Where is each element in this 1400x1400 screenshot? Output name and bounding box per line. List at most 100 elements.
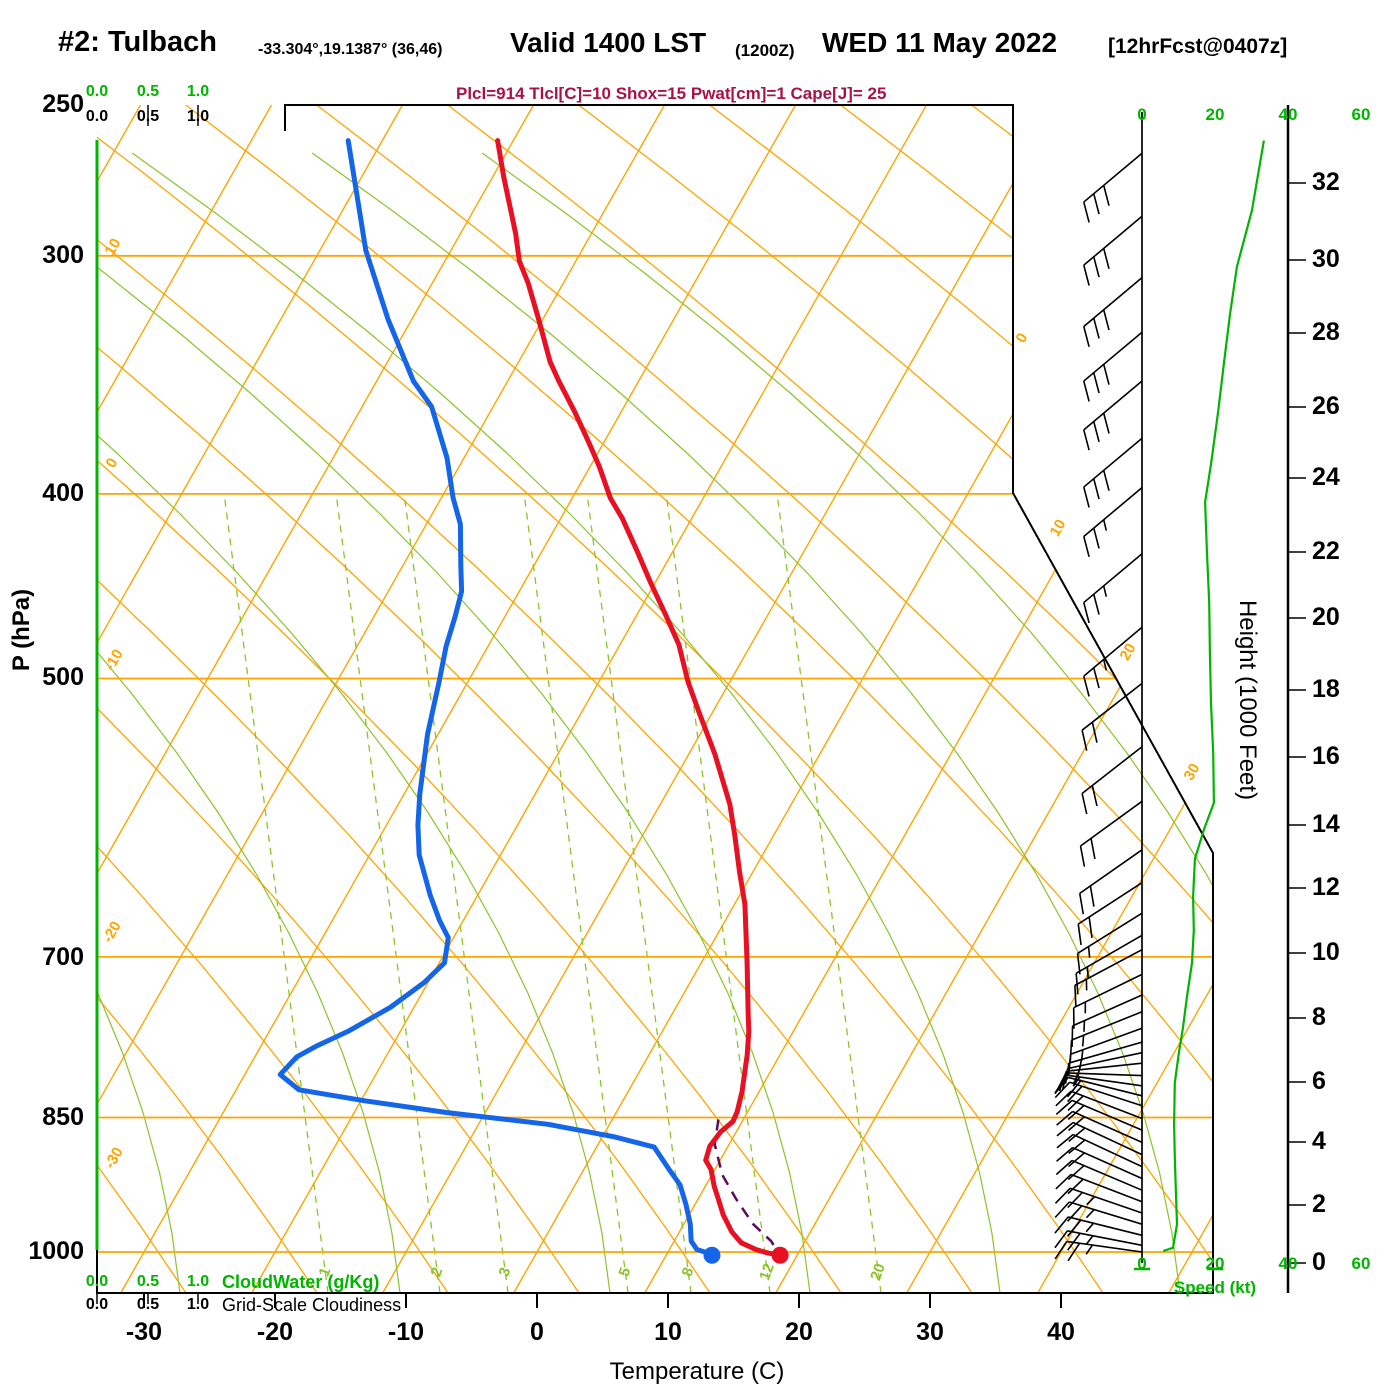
cloudwater-scale-label: 0.5 — [136, 1273, 160, 1290]
dry-adiabat-line — [97, 105, 973, 1293]
cloudiness-scale-label: 0.0 — [85, 1296, 109, 1313]
cloudiness-scale-label: 1.0 — [186, 108, 210, 125]
wind-barb — [1072, 973, 1143, 1029]
cloudwater-scale-label: 1.0 — [186, 83, 210, 100]
wind-barb — [1054, 1240, 1143, 1262]
height-tick-label: 6 — [1312, 1067, 1326, 1095]
cloudwater-scale-label: 0.5 — [136, 83, 160, 100]
isotherm-line — [0, 105, 9, 1293]
mixing-ratio-line — [523, 493, 629, 1293]
wind-speed-curve — [1162, 140, 1265, 1253]
height-tick-label: 28 — [1312, 318, 1340, 346]
valid-time-title: Valid 1400 LST — [510, 27, 707, 58]
height-tick-label: 18 — [1312, 675, 1340, 703]
cloudwater-axis-title: CloudWater (g/Kg) — [222, 1272, 380, 1292]
height-tick-label: 14 — [1312, 810, 1340, 838]
isotherm-line — [775, 105, 1213, 1293]
isotherm-line — [644, 105, 1213, 1293]
wind-barb — [1074, 948, 1143, 1007]
height-tick-label: 22 — [1312, 537, 1340, 565]
speed-tick-label: 0 — [1137, 105, 1147, 124]
mixing-ratio-line — [665, 493, 771, 1293]
dry-adiabat-line — [185, 105, 1213, 1293]
height-tick-label: 0 — [1312, 1248, 1326, 1276]
wind-barb — [1056, 1146, 1143, 1180]
wind-barb — [1054, 1187, 1143, 1214]
cloudiness-scale-label: 1.0 — [186, 1296, 210, 1313]
background-field-lines — [0, 105, 1213, 1293]
wind-barb — [1054, 1076, 1143, 1098]
mixing-ratio-line — [776, 493, 882, 1293]
plot-border — [96, 104, 1214, 1294]
moist-adiabat-line — [97, 152, 401, 1293]
pressure-tick-label: 400 — [42, 479, 84, 507]
dry-adiabat-line — [97, 105, 842, 1293]
mixing-ratio-line — [223, 493, 329, 1293]
wind-barb — [1055, 1090, 1143, 1120]
zulu-time: (1200Z) — [735, 41, 795, 60]
surface-dewpoint-dot — [703, 1246, 721, 1264]
height-tick-label: 4 — [1312, 1127, 1326, 1155]
isotherm-line — [382, 105, 1059, 1293]
isotherm-line — [513, 105, 1190, 1293]
cloudwater-scale-label: 0.0 — [85, 1273, 109, 1290]
wind-barb — [1083, 626, 1143, 697]
dry-adiabat-line — [97, 105, 580, 1293]
temperature-tick-label: -10 — [387, 1318, 425, 1346]
pressure-tick-label: 1000 — [28, 1237, 84, 1265]
speed-tick-label: 0 — [1137, 1254, 1147, 1273]
height-tick-label: 26 — [1312, 392, 1340, 420]
dry-adiabat-line — [97, 105, 1213, 1293]
wind-barb — [1078, 849, 1143, 915]
pressure-axis-title: P (hPa) — [8, 588, 35, 672]
pressure-tick-label: 700 — [42, 943, 84, 971]
temperature-tick-label: 20 — [785, 1318, 813, 1346]
mixing-ratio-line — [586, 493, 692, 1293]
isotherm-line — [906, 105, 1213, 1293]
isotherm-line — [97, 105, 404, 1293]
pressure-tick-label: 300 — [42, 241, 84, 269]
height-tick-label: 16 — [1312, 742, 1340, 770]
wind-barb — [1054, 1081, 1143, 1107]
station-title: #2: Tulbach — [58, 26, 217, 58]
wind-barb — [1079, 800, 1143, 867]
speed-axis-title: Speed (kt) — [1173, 1278, 1257, 1297]
moist-adiabat-line — [481, 152, 1213, 1293]
pressure-tick-label: 850 — [42, 1103, 84, 1131]
isotherm-line — [120, 105, 797, 1293]
moist-adiabat-line — [97, 152, 611, 1293]
mixing-ratio-line — [335, 493, 441, 1293]
cloudwater-scale-label: 1.0 — [186, 1273, 210, 1290]
cloudwater-scale-label: 0.0 — [85, 83, 109, 100]
height-tick-label: 30 — [1312, 245, 1340, 273]
valid-date: WED 11 May 2022 — [822, 27, 1058, 58]
cloudiness-scale-label: 0.5 — [136, 108, 160, 125]
wind-barb — [1054, 1216, 1143, 1237]
speed-tick-label: 20 — [1205, 1254, 1225, 1273]
wind-barb — [1067, 1027, 1143, 1076]
dry-adiabat-line — [709, 105, 1213, 1293]
speed-tick-label: 60 — [1351, 105, 1371, 124]
isotherm-line — [1037, 105, 1213, 1293]
surface-temperature-dot — [771, 1246, 789, 1264]
wind-barb — [1071, 994, 1143, 1047]
moist-adiabat-line — [311, 152, 1181, 1293]
forecast-init-tag: [12hrFcst@0407z] — [1108, 35, 1288, 58]
isotherm-line — [97, 105, 535, 1293]
sounding-indices: Plcl=914 Tlcl[C]=10 Shox=15 Pwat[cm]=1 C… — [456, 84, 887, 103]
temperature-curve — [495, 138, 783, 1258]
isotherm-line — [97, 105, 273, 1293]
height-axis-title: Height (1000 Feet) — [1234, 599, 1261, 801]
moist-adiabat-line — [131, 152, 1001, 1293]
isotherm-line — [1168, 105, 1213, 1293]
wind-barb — [1081, 746, 1143, 815]
speed-tick-label: 40 — [1278, 1254, 1298, 1273]
wind-barb — [1081, 682, 1143, 751]
wind-barb — [1056, 1121, 1143, 1156]
height-tick-label: 12 — [1312, 873, 1340, 901]
temperature-tick-label: 30 — [916, 1318, 944, 1346]
parcel-ascent-curve — [713, 1119, 782, 1256]
